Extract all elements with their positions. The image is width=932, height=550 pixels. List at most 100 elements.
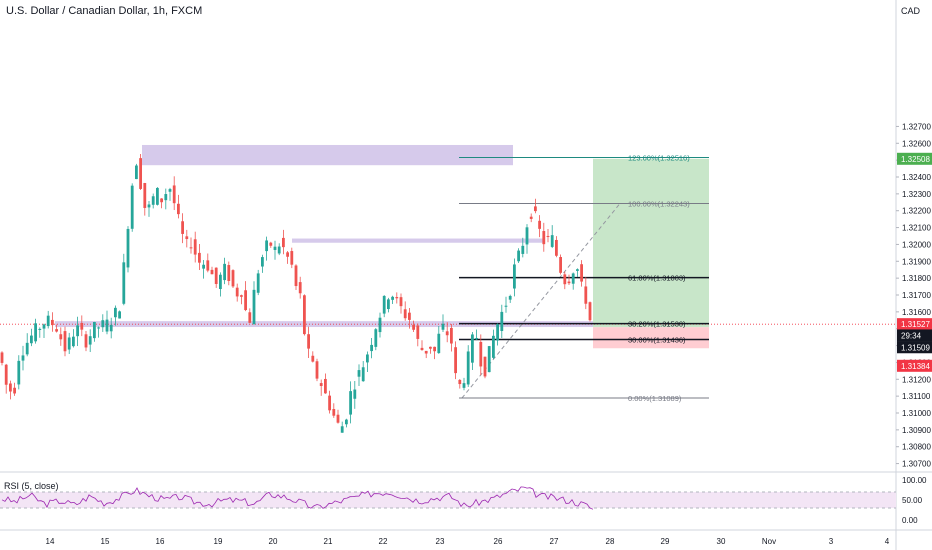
y-tick-label: 1.30700 bbox=[902, 460, 931, 469]
candle-body bbox=[34, 323, 37, 342]
candle-body bbox=[143, 182, 147, 208]
candle-body bbox=[122, 262, 126, 304]
candle-body bbox=[273, 246, 277, 250]
candle-body bbox=[17, 360, 21, 385]
candle-body bbox=[294, 265, 298, 287]
candle-body bbox=[168, 189, 172, 192]
price-tag bbox=[897, 341, 932, 354]
candle-body bbox=[80, 322, 84, 330]
candle-body bbox=[332, 409, 336, 416]
candle-body bbox=[315, 361, 319, 379]
candle-body bbox=[30, 335, 33, 344]
fib-level-label: 0.00%(1.31089) bbox=[628, 394, 682, 403]
rsi-axis-label: 100.00 bbox=[902, 476, 927, 485]
y-tick-label: 1.31700 bbox=[902, 291, 931, 300]
candle-body bbox=[521, 245, 525, 254]
y-tick-label: 1.32600 bbox=[902, 139, 931, 148]
candle-body bbox=[256, 273, 260, 293]
candle-body bbox=[298, 282, 302, 294]
candle-body bbox=[227, 265, 231, 281]
candle-body bbox=[135, 165, 138, 180]
candle-body bbox=[420, 347, 424, 351]
candle-body bbox=[580, 264, 583, 282]
candle-body bbox=[345, 419, 348, 425]
candle-body bbox=[391, 296, 394, 300]
candle-body bbox=[160, 198, 163, 203]
supply-demand-zone bbox=[55, 321, 596, 328]
x-tick-label: 28 bbox=[606, 537, 615, 546]
candle-body bbox=[114, 307, 117, 318]
candle-body bbox=[450, 327, 453, 344]
candle-body bbox=[357, 370, 361, 377]
x-tick-label: 22 bbox=[379, 537, 388, 546]
candle-body bbox=[235, 287, 239, 297]
y-tick-label: 1.32700 bbox=[902, 122, 931, 131]
candle-body bbox=[93, 321, 96, 339]
candle-body bbox=[571, 273, 575, 284]
candle-body bbox=[210, 269, 214, 275]
candle-body bbox=[277, 246, 281, 254]
candle-body bbox=[185, 236, 189, 240]
candle-body bbox=[286, 252, 289, 257]
candle-body bbox=[46, 315, 50, 327]
candle-body bbox=[189, 247, 193, 249]
candle-body bbox=[118, 311, 121, 319]
candle-body bbox=[105, 319, 109, 332]
candle-body bbox=[454, 347, 457, 374]
rsi-title: RSI (5, close) bbox=[4, 481, 59, 491]
candle-body bbox=[223, 263, 226, 281]
candle-body bbox=[576, 269, 579, 271]
candle-body bbox=[492, 335, 495, 358]
candle-body bbox=[433, 346, 436, 352]
candle-body bbox=[13, 387, 16, 394]
x-tick-label: Nov bbox=[762, 537, 776, 546]
price-tag-label: 1.31509 bbox=[901, 343, 930, 352]
x-tick-label: 19 bbox=[214, 537, 223, 546]
candle-body bbox=[109, 324, 113, 332]
supply-demand-zone bbox=[292, 238, 545, 243]
candle-body bbox=[21, 355, 25, 361]
candle-body bbox=[361, 367, 365, 382]
candle-body bbox=[156, 187, 159, 205]
x-tick-label: 15 bbox=[101, 537, 110, 546]
candle-body bbox=[9, 383, 12, 392]
candle-body bbox=[462, 383, 466, 388]
y-tick-label: 1.32400 bbox=[902, 173, 931, 182]
candle-body bbox=[252, 289, 256, 325]
price-tag-label: 1.31527 bbox=[901, 320, 930, 329]
y-tick-label: 1.32300 bbox=[902, 190, 931, 199]
candle-body bbox=[349, 391, 352, 415]
candle-body bbox=[513, 264, 516, 289]
candle-body bbox=[399, 297, 403, 307]
candle-body bbox=[319, 383, 323, 386]
x-tick-label: 30 bbox=[717, 537, 726, 546]
candle-body bbox=[269, 242, 273, 246]
candle-body bbox=[59, 334, 63, 340]
candle-body bbox=[378, 317, 382, 333]
price-tag bbox=[897, 329, 932, 342]
price-tag bbox=[897, 152, 932, 165]
candle-body bbox=[471, 334, 474, 363]
fib-level-label: 123.60%(1.32516) bbox=[628, 153, 690, 162]
candle-body bbox=[97, 327, 100, 329]
y-tick-label: 1.31100 bbox=[902, 392, 931, 401]
candle-body bbox=[555, 239, 558, 256]
rsi-band bbox=[0, 492, 896, 508]
rsi-axis-label: 0.00 bbox=[902, 516, 918, 525]
candle-body bbox=[353, 389, 357, 399]
candle-body bbox=[517, 250, 520, 262]
candle-body bbox=[424, 350, 428, 354]
x-tick-label: 14 bbox=[46, 537, 55, 546]
y-tick-label: 1.32100 bbox=[902, 224, 931, 233]
fib-level-label: 100.00%(1.32243) bbox=[628, 199, 690, 208]
candle-body bbox=[584, 286, 588, 304]
candle-body bbox=[483, 356, 487, 377]
candle-body bbox=[387, 299, 390, 310]
candle-body bbox=[525, 227, 529, 245]
candle-body bbox=[261, 257, 264, 267]
candle-body bbox=[412, 324, 415, 330]
candle-body bbox=[324, 378, 327, 394]
candle-body bbox=[336, 414, 340, 423]
